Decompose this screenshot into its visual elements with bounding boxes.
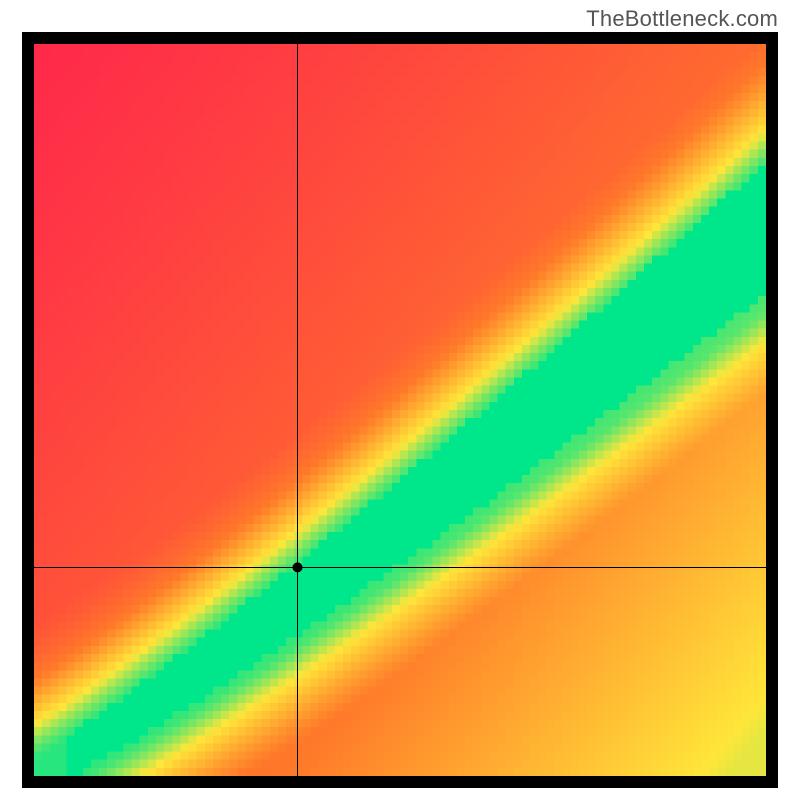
crosshair-overlay	[34, 44, 766, 776]
chart-frame	[22, 32, 778, 788]
watermark-text: TheBottleneck.com	[586, 6, 778, 32]
chart-inner	[34, 44, 766, 776]
crosshair-dot	[293, 562, 303, 572]
